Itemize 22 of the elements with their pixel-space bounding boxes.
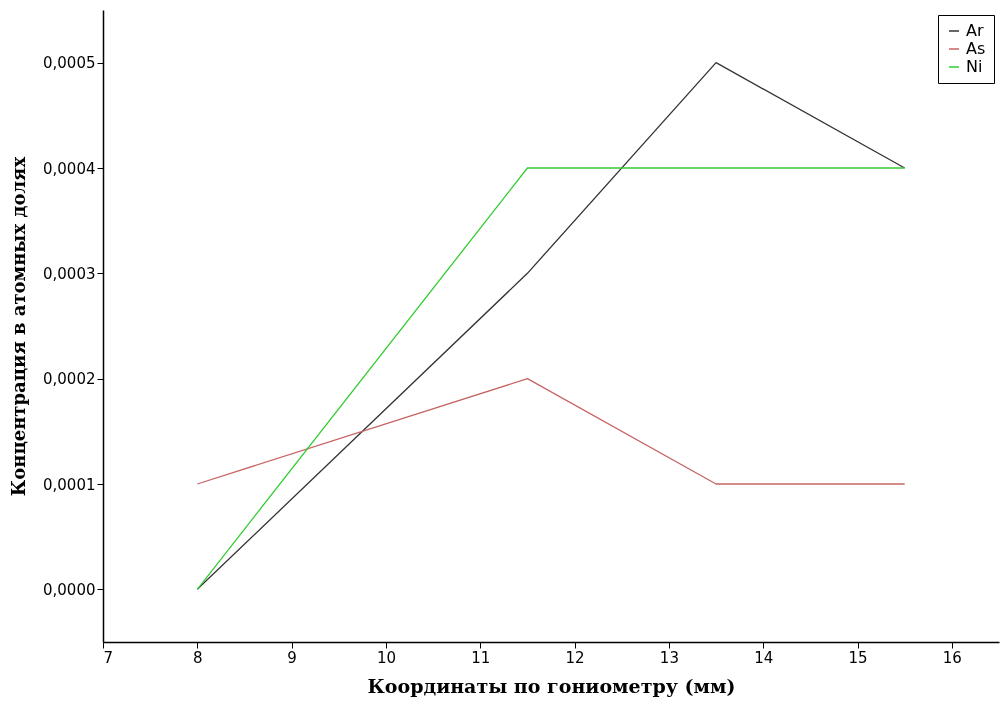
x-tick-label: 11 [471,648,491,667]
y-tick-label: 0,0001 [43,475,96,494]
legend-label: Ni [966,57,983,76]
legend-label: Ar [966,21,984,40]
y-tick-label: 0,0004 [43,159,96,178]
x-tick-label: 14 [754,648,774,667]
y-tick-label: 0,0003 [43,264,96,283]
x-tick-label: 12 [565,648,585,667]
x-tick-label: 8 [193,648,203,667]
y-tick-label: 0,0000 [43,580,96,599]
y-axis-title: Концентрация в атомных долях [8,156,30,497]
y-tick-label: 0,0005 [43,54,96,73]
x-tick-label: 16 [942,648,962,667]
y-tick-label: 0,0002 [43,370,96,389]
x-tick-label: 10 [376,648,396,667]
x-tick-label: 15 [848,648,868,667]
x-tick-label: 7 [103,648,114,667]
x-tick-label: 9 [287,648,297,667]
x-tick-label: 13 [659,648,679,667]
x-axis-title: Координаты по гониометру (мм) [367,674,736,697]
line-series [196,62,906,590]
legend-label: As [966,39,986,58]
